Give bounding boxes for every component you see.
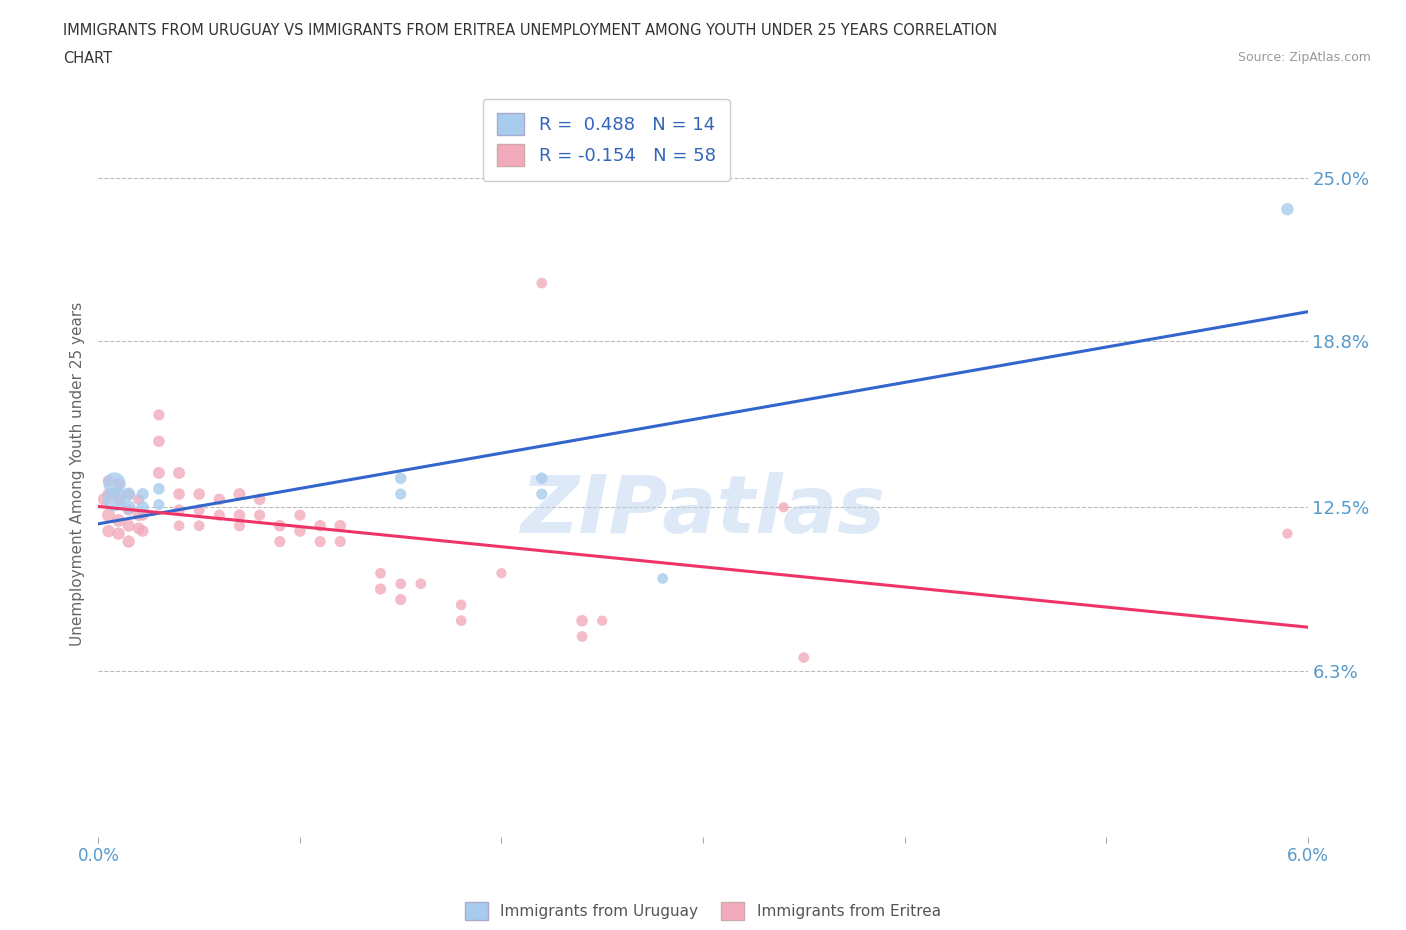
Point <box>309 534 332 549</box>
Point <box>1277 202 1299 217</box>
Point <box>97 473 120 488</box>
Point <box>228 486 250 501</box>
Point <box>249 508 271 523</box>
Point <box>450 597 472 612</box>
Point <box>103 492 125 507</box>
Point <box>370 581 392 596</box>
Text: IMMIGRANTS FROM URUGUAY VS IMMIGRANTS FROM ERITREA UNEMPLOYMENT AMONG YOUTH UNDE: IMMIGRANTS FROM URUGUAY VS IMMIGRANTS FR… <box>63 23 997 38</box>
Point <box>249 492 271 507</box>
Point <box>132 499 155 514</box>
Point <box>118 518 141 533</box>
Point <box>329 534 352 549</box>
Point <box>389 471 412 485</box>
Point <box>269 534 291 549</box>
Point <box>651 571 673 586</box>
Point <box>370 565 392 580</box>
Point <box>148 407 170 422</box>
Point <box>571 629 593 644</box>
Point <box>97 524 120 538</box>
Point <box>167 486 190 501</box>
Point <box>167 502 190 517</box>
Point <box>591 613 613 628</box>
Point <box>188 486 211 501</box>
Point <box>118 534 141 549</box>
Point <box>188 518 211 533</box>
Point <box>571 613 593 628</box>
Point <box>288 524 311 538</box>
Point <box>269 518 291 533</box>
Point <box>450 613 472 628</box>
Point <box>329 518 352 533</box>
Point <box>118 486 141 501</box>
Point <box>167 518 190 533</box>
Point <box>132 524 155 538</box>
Point <box>491 565 513 580</box>
Point <box>409 577 432 591</box>
Point <box>103 476 125 491</box>
Point <box>389 577 412 591</box>
Point <box>772 499 794 514</box>
Point <box>148 482 170 497</box>
Text: Source: ZipAtlas.com: Source: ZipAtlas.com <box>1237 51 1371 64</box>
Point <box>128 521 150 536</box>
Point <box>389 486 412 501</box>
Point <box>118 499 141 514</box>
Point <box>309 518 332 533</box>
Point <box>107 476 129 491</box>
Point <box>132 486 155 501</box>
Point <box>228 518 250 533</box>
Point <box>128 508 150 523</box>
Point <box>167 466 190 481</box>
Point <box>128 492 150 507</box>
Point <box>97 486 120 501</box>
Point <box>530 471 553 485</box>
Point <box>530 486 553 501</box>
Y-axis label: Unemployment Among Youth under 25 years: Unemployment Among Youth under 25 years <box>69 302 84 646</box>
Point <box>118 502 141 517</box>
Point <box>288 508 311 523</box>
Text: CHART: CHART <box>63 51 112 66</box>
Point <box>793 650 815 665</box>
Point <box>148 498 170 512</box>
Point <box>530 275 553 290</box>
Point <box>148 466 170 481</box>
Point <box>97 508 120 523</box>
Point <box>118 486 141 501</box>
Point <box>188 502 211 517</box>
Point <box>107 526 129 541</box>
Point <box>107 492 129 507</box>
Point <box>228 508 250 523</box>
Point <box>93 492 115 507</box>
Point <box>132 508 155 523</box>
Point <box>208 508 231 523</box>
Legend: Immigrants from Uruguay, Immigrants from Eritrea: Immigrants from Uruguay, Immigrants from… <box>460 896 946 926</box>
Text: ZIPatlas: ZIPatlas <box>520 472 886 550</box>
Point <box>208 492 231 507</box>
Point <box>1277 526 1299 541</box>
Point <box>389 592 412 607</box>
Point <box>107 513 129 528</box>
Point <box>148 434 170 449</box>
